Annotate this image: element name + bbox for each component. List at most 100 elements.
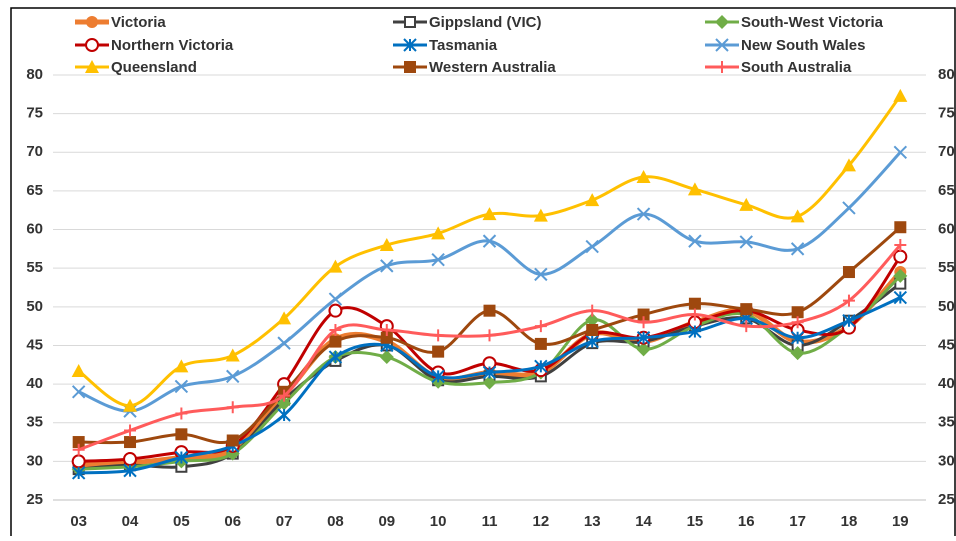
x-tick-label: 10 bbox=[430, 513, 447, 530]
series bbox=[71, 88, 908, 412]
y2-tick-label: 25 bbox=[938, 491, 955, 508]
y-tick-label: 50 bbox=[26, 298, 43, 315]
series bbox=[72, 239, 907, 456]
legend-item: Tasmania bbox=[393, 37, 498, 54]
marker bbox=[380, 331, 393, 344]
marker bbox=[842, 201, 856, 215]
marker bbox=[328, 259, 343, 273]
x-tick-label: 15 bbox=[687, 513, 704, 530]
marker bbox=[585, 334, 599, 349]
y2-tick-label: 55 bbox=[938, 259, 955, 276]
legend-item: South Australia bbox=[705, 59, 852, 76]
y-tick-label: 55 bbox=[26, 259, 43, 276]
x-tick-label: 14 bbox=[635, 513, 652, 530]
marker bbox=[739, 235, 753, 249]
marker bbox=[688, 297, 701, 310]
marker bbox=[329, 324, 342, 336]
legend-item: Western Australia bbox=[393, 59, 556, 76]
legend-item: Victoria bbox=[75, 14, 166, 31]
legend-label: South Australia bbox=[741, 59, 852, 76]
x-tick-label: 13 bbox=[584, 513, 601, 530]
x-tick-label: 04 bbox=[122, 513, 139, 530]
y2-tick-label: 30 bbox=[938, 452, 955, 469]
marker bbox=[175, 407, 188, 420]
y2-tick-label: 80 bbox=[938, 66, 955, 83]
legend-marker bbox=[85, 60, 99, 73]
y2-tick-label: 40 bbox=[938, 375, 955, 392]
marker bbox=[893, 268, 908, 283]
marker bbox=[894, 221, 907, 234]
marker bbox=[225, 348, 240, 362]
marker bbox=[71, 466, 86, 480]
marker bbox=[534, 359, 548, 374]
y2-tick-label: 75 bbox=[938, 105, 955, 122]
marker bbox=[328, 303, 343, 318]
x-tick-label: 08 bbox=[327, 513, 344, 530]
marker bbox=[842, 266, 855, 279]
marker bbox=[328, 350, 343, 364]
x-tick-label: 07 bbox=[276, 513, 293, 530]
marker bbox=[71, 363, 86, 377]
marker bbox=[123, 452, 138, 467]
marker bbox=[277, 408, 291, 422]
marker bbox=[432, 329, 445, 342]
marker bbox=[533, 208, 548, 222]
marker bbox=[482, 375, 497, 390]
legend-item: South-West Victoria bbox=[705, 14, 884, 31]
marker bbox=[71, 385, 86, 399]
legend-label: South-West Victoria bbox=[741, 14, 884, 31]
legend-label: Queensland bbox=[111, 59, 197, 76]
y-tick-label: 30 bbox=[26, 452, 43, 469]
marker bbox=[790, 346, 805, 361]
marker bbox=[124, 424, 137, 437]
marker bbox=[586, 304, 599, 317]
y2-tick-label: 70 bbox=[938, 143, 955, 160]
legend-label: Tasmania bbox=[429, 37, 498, 54]
marker bbox=[175, 428, 188, 441]
marker bbox=[71, 454, 86, 469]
y2-tick-label: 35 bbox=[938, 414, 955, 431]
x-tick-label: 11 bbox=[482, 513, 498, 530]
legend-marker bbox=[403, 38, 417, 52]
marker bbox=[226, 369, 240, 384]
marker bbox=[636, 331, 651, 345]
marker bbox=[790, 242, 805, 256]
legend-marker bbox=[716, 61, 728, 73]
marker bbox=[790, 209, 805, 223]
marker bbox=[277, 336, 291, 350]
marker bbox=[636, 207, 651, 221]
x-tick-label: 19 bbox=[892, 513, 909, 530]
marker bbox=[277, 396, 292, 411]
marker bbox=[688, 308, 701, 321]
legend-item: Queensland bbox=[75, 59, 197, 76]
marker bbox=[483, 329, 496, 342]
marker bbox=[431, 226, 446, 240]
marker bbox=[739, 197, 754, 211]
y2-tick-label: 50 bbox=[938, 298, 955, 315]
line bbox=[78, 151, 902, 413]
marker bbox=[688, 324, 702, 339]
marker bbox=[432, 345, 445, 358]
marker bbox=[379, 350, 394, 365]
legend-label: Western Australia bbox=[429, 59, 556, 76]
x-tick-label: 17 bbox=[789, 513, 806, 530]
marker bbox=[534, 267, 548, 282]
marker bbox=[72, 443, 85, 456]
marker bbox=[380, 259, 394, 273]
legend-label: New South Wales bbox=[741, 37, 865, 54]
marker bbox=[534, 337, 547, 350]
marker bbox=[174, 359, 189, 373]
legend-item: Gippsland (VIC) bbox=[393, 14, 542, 31]
y-tick-label: 65 bbox=[26, 182, 43, 199]
marker bbox=[893, 88, 908, 102]
marker bbox=[482, 365, 497, 380]
legend-marker bbox=[715, 15, 729, 29]
y-tick-label: 70 bbox=[26, 143, 43, 160]
marker bbox=[636, 170, 651, 183]
marker bbox=[124, 436, 137, 449]
marker bbox=[72, 436, 85, 449]
x-tick-label: 09 bbox=[378, 513, 395, 530]
marker bbox=[328, 292, 343, 306]
y2-tick-label: 65 bbox=[938, 182, 955, 199]
